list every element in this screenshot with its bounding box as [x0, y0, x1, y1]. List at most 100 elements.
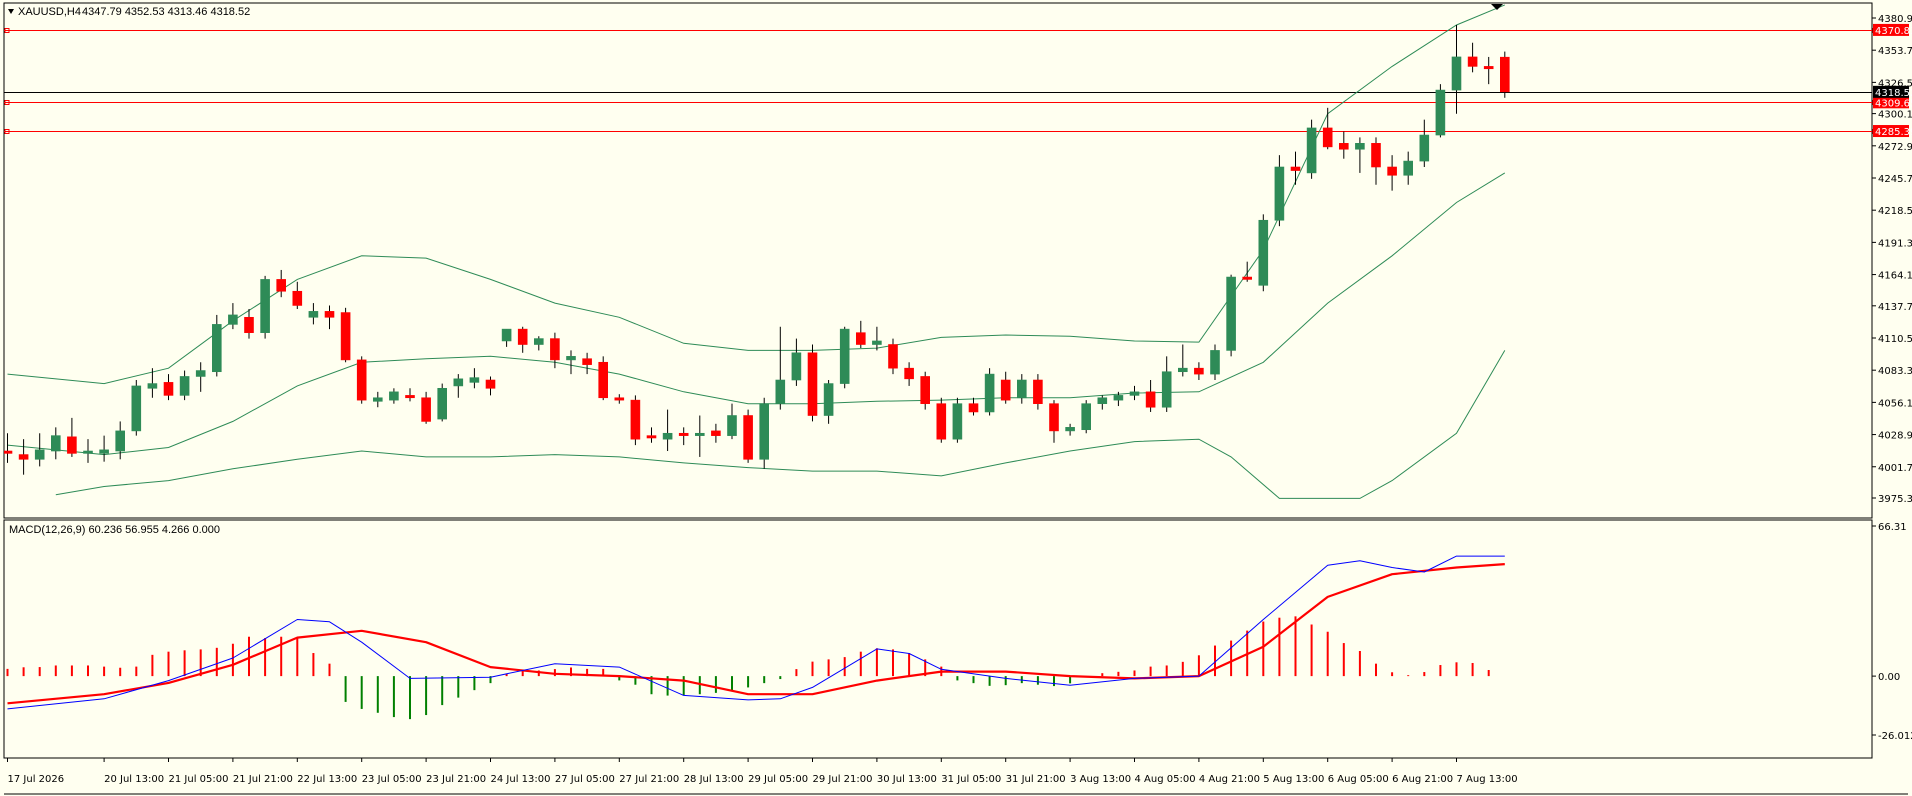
candle[interactable] — [904, 362, 914, 386]
candle[interactable] — [1467, 42, 1478, 73]
candle[interactable] — [1258, 214, 1269, 292]
candle[interactable] — [888, 338, 898, 375]
candle[interactable] — [711, 423, 721, 443]
candle[interactable] — [501, 328, 512, 347]
candle[interactable] — [372, 391, 383, 408]
price-tick-label: 4191.30 — [1878, 238, 1912, 249]
candle[interactable] — [1451, 24, 1462, 114]
candle[interactable] — [1194, 362, 1204, 381]
candle[interactable] — [99, 435, 109, 462]
candle[interactable] — [179, 370, 190, 401]
candle[interactable] — [1097, 395, 1108, 410]
candle[interactable] — [630, 395, 641, 446]
candle[interactable] — [34, 433, 45, 467]
candle[interactable] — [952, 397, 963, 443]
candle[interactable] — [1161, 356, 1172, 412]
candle[interactable] — [1322, 107, 1333, 150]
candle[interactable] — [920, 371, 931, 410]
candle[interactable] — [147, 368, 158, 398]
candle[interactable] — [1033, 374, 1043, 410]
candle[interactable] — [646, 427, 657, 443]
bear-candle-body — [244, 316, 254, 333]
candle[interactable] — [743, 409, 753, 463]
candle[interactable] — [276, 269, 287, 298]
candle[interactable] — [662, 409, 673, 452]
candle[interactable] — [292, 281, 303, 310]
candle[interactable] — [582, 352, 592, 375]
candle[interactable] — [340, 307, 351, 363]
candle[interactable] — [1065, 423, 1075, 436]
candle[interactable] — [437, 383, 448, 422]
candle[interactable] — [759, 397, 770, 469]
candle[interactable] — [1049, 400, 1059, 443]
candle[interactable] — [18, 439, 29, 475]
candle[interactable] — [469, 368, 480, 389]
candle[interactable] — [533, 336, 544, 351]
candle[interactable] — [389, 388, 399, 404]
candle[interactable] — [1355, 137, 1365, 173]
candle[interactable] — [131, 380, 142, 436]
candle[interactable] — [1000, 371, 1011, 404]
candle[interactable] — [485, 376, 496, 396]
candle[interactable] — [3, 433, 13, 463]
candle[interactable] — [308, 303, 319, 325]
candle[interactable] — [1403, 151, 1413, 185]
candle[interactable] — [83, 439, 93, 463]
candle[interactable] — [115, 421, 125, 460]
candle[interactable] — [1242, 261, 1252, 282]
candle[interactable] — [1274, 155, 1285, 227]
candle[interactable] — [1113, 391, 1124, 407]
candle[interactable] — [984, 368, 995, 416]
candle[interactable] — [694, 415, 705, 457]
candle[interactable] — [421, 391, 431, 424]
candle[interactable] — [244, 309, 254, 339]
candle[interactable] — [1178, 344, 1188, 377]
candle[interactable] — [228, 303, 238, 330]
candle[interactable] — [1483, 56, 1494, 85]
candle[interactable] — [1081, 400, 1091, 434]
candle[interactable] — [678, 427, 689, 446]
bear-candle-body — [1371, 143, 1381, 168]
candle[interactable] — [550, 332, 560, 369]
candle[interactable] — [1129, 385, 1140, 401]
candle[interactable] — [356, 356, 367, 404]
candle[interactable] — [839, 326, 850, 389]
candle[interactable] — [195, 362, 206, 392]
candle[interactable] — [566, 350, 576, 375]
candle[interactable] — [1500, 51, 1510, 98]
candle[interactable] — [855, 320, 866, 349]
candle[interactable] — [1016, 374, 1027, 404]
candle[interactable] — [936, 397, 947, 443]
candle[interactable] — [823, 380, 834, 424]
candle[interactable] — [1226, 274, 1236, 357]
candle[interactable] — [872, 326, 882, 351]
candle[interactable] — [212, 314, 222, 377]
candle[interactable] — [775, 326, 786, 410]
candle[interactable] — [968, 397, 979, 416]
candle[interactable] — [1419, 119, 1430, 167]
candle[interactable] — [1371, 137, 1381, 185]
candle[interactable] — [67, 417, 77, 457]
macd-tick-label: 0.00 — [1878, 672, 1900, 683]
candle[interactable] — [1339, 131, 1349, 159]
candle[interactable] — [598, 356, 609, 401]
candle[interactable] — [405, 388, 415, 402]
candle[interactable] — [1210, 344, 1220, 381]
candle[interactable] — [1435, 84, 1446, 138]
candle[interactable] — [1387, 155, 1397, 191]
candle[interactable] — [1145, 380, 1156, 412]
candle[interactable] — [453, 374, 464, 398]
candle[interactable] — [50, 427, 61, 460]
candle[interactable] — [163, 374, 174, 401]
candle[interactable] — [614, 394, 625, 404]
candle[interactable] — [260, 275, 270, 339]
candle[interactable] — [807, 344, 818, 422]
time-tick-label: 23 Jul 05:00 — [362, 774, 422, 785]
candles[interactable] — [3, 24, 1510, 475]
candle[interactable] — [727, 403, 737, 440]
candle[interactable] — [791, 338, 802, 386]
candle[interactable] — [517, 326, 528, 353]
candle[interactable] — [1306, 119, 1317, 179]
candle[interactable] — [324, 305, 335, 330]
candle[interactable] — [1290, 151, 1301, 185]
